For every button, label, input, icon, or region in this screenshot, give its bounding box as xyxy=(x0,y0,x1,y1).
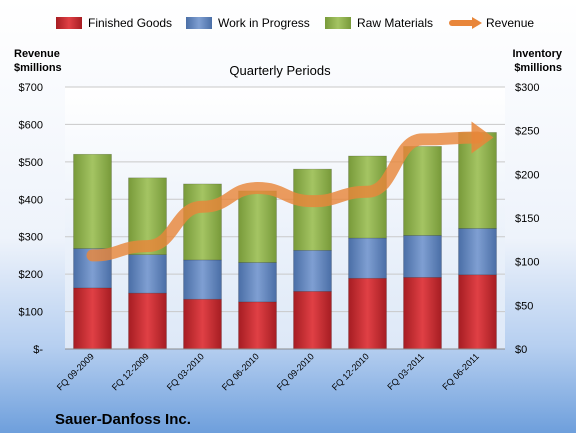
bar-finished-goods xyxy=(458,274,497,350)
revenue-line-layer xyxy=(86,121,494,262)
bar-raw-materials xyxy=(73,153,112,249)
left-tick-label: $- xyxy=(33,344,43,356)
legend-label-finished-goods: Finished Goods xyxy=(88,16,172,30)
legend-swatch-raw-materials xyxy=(325,17,351,29)
left-tick-label: $400 xyxy=(19,194,43,206)
bar-work-in-progress xyxy=(403,235,442,278)
bar-raw-materials xyxy=(293,168,332,251)
left-tick-label: $500 xyxy=(19,157,43,169)
bar-work-in-progress xyxy=(183,259,222,300)
bar-finished-goods xyxy=(403,277,442,350)
bar-finished-goods xyxy=(293,291,332,350)
right-tick-label: $300 xyxy=(515,82,539,94)
bar-finished-goods xyxy=(128,292,167,350)
bar-work-in-progress xyxy=(293,250,332,292)
bar-raw-materials xyxy=(238,190,277,263)
company-name: Sauer-Danfoss Inc. xyxy=(55,411,191,428)
bar-raw-materials xyxy=(403,146,442,236)
bar-work-in-progress xyxy=(458,228,497,276)
left-tick-label: $200 xyxy=(19,269,43,281)
legend-swatch-finished-goods xyxy=(56,17,82,29)
bar-raw-materials xyxy=(183,183,222,261)
left-tick-label: $300 xyxy=(19,232,43,244)
right-tick-label: $250 xyxy=(515,126,539,138)
right-axis-label-line2: $millions xyxy=(514,62,562,74)
right-tick-label: $200 xyxy=(515,169,539,181)
bar-finished-goods xyxy=(238,301,277,350)
legend-swatch-work-in-progress xyxy=(186,17,212,29)
revenue-arrowhead xyxy=(471,121,494,154)
left-tick-label: $700 xyxy=(19,82,43,94)
left-tick-label: $100 xyxy=(19,307,43,319)
legend: Finished Goods Work in Progress Raw Mate… xyxy=(56,16,534,30)
right-axis-label-line1: Inventory xyxy=(512,48,562,60)
right-tick-label: $0 xyxy=(515,344,527,356)
bar-work-in-progress xyxy=(238,262,277,303)
right-tick-label: $50 xyxy=(515,300,533,312)
revenue-line xyxy=(86,131,484,262)
legend-label-raw-materials: Raw Materials xyxy=(357,16,433,30)
left-axis-label-line2: $millions xyxy=(14,62,62,74)
left-axis-label-line1: Revenue xyxy=(14,48,60,60)
right-tick-label: $150 xyxy=(515,213,539,225)
legend-label-work-in-progress: Work in Progress xyxy=(218,16,310,30)
bar-work-in-progress xyxy=(128,254,167,294)
right-tick-label: $100 xyxy=(515,257,539,269)
bar-finished-goods xyxy=(73,287,112,350)
bars xyxy=(73,132,497,350)
bar-finished-goods xyxy=(183,298,222,350)
bar-finished-goods xyxy=(348,277,387,350)
legend-swatch-revenue-arrow xyxy=(472,17,482,29)
chart-title: Quarterly Periods xyxy=(229,63,331,78)
bar-work-in-progress xyxy=(348,237,387,279)
legend-label-revenue: Revenue xyxy=(486,16,534,30)
left-tick-label: $600 xyxy=(19,119,43,131)
